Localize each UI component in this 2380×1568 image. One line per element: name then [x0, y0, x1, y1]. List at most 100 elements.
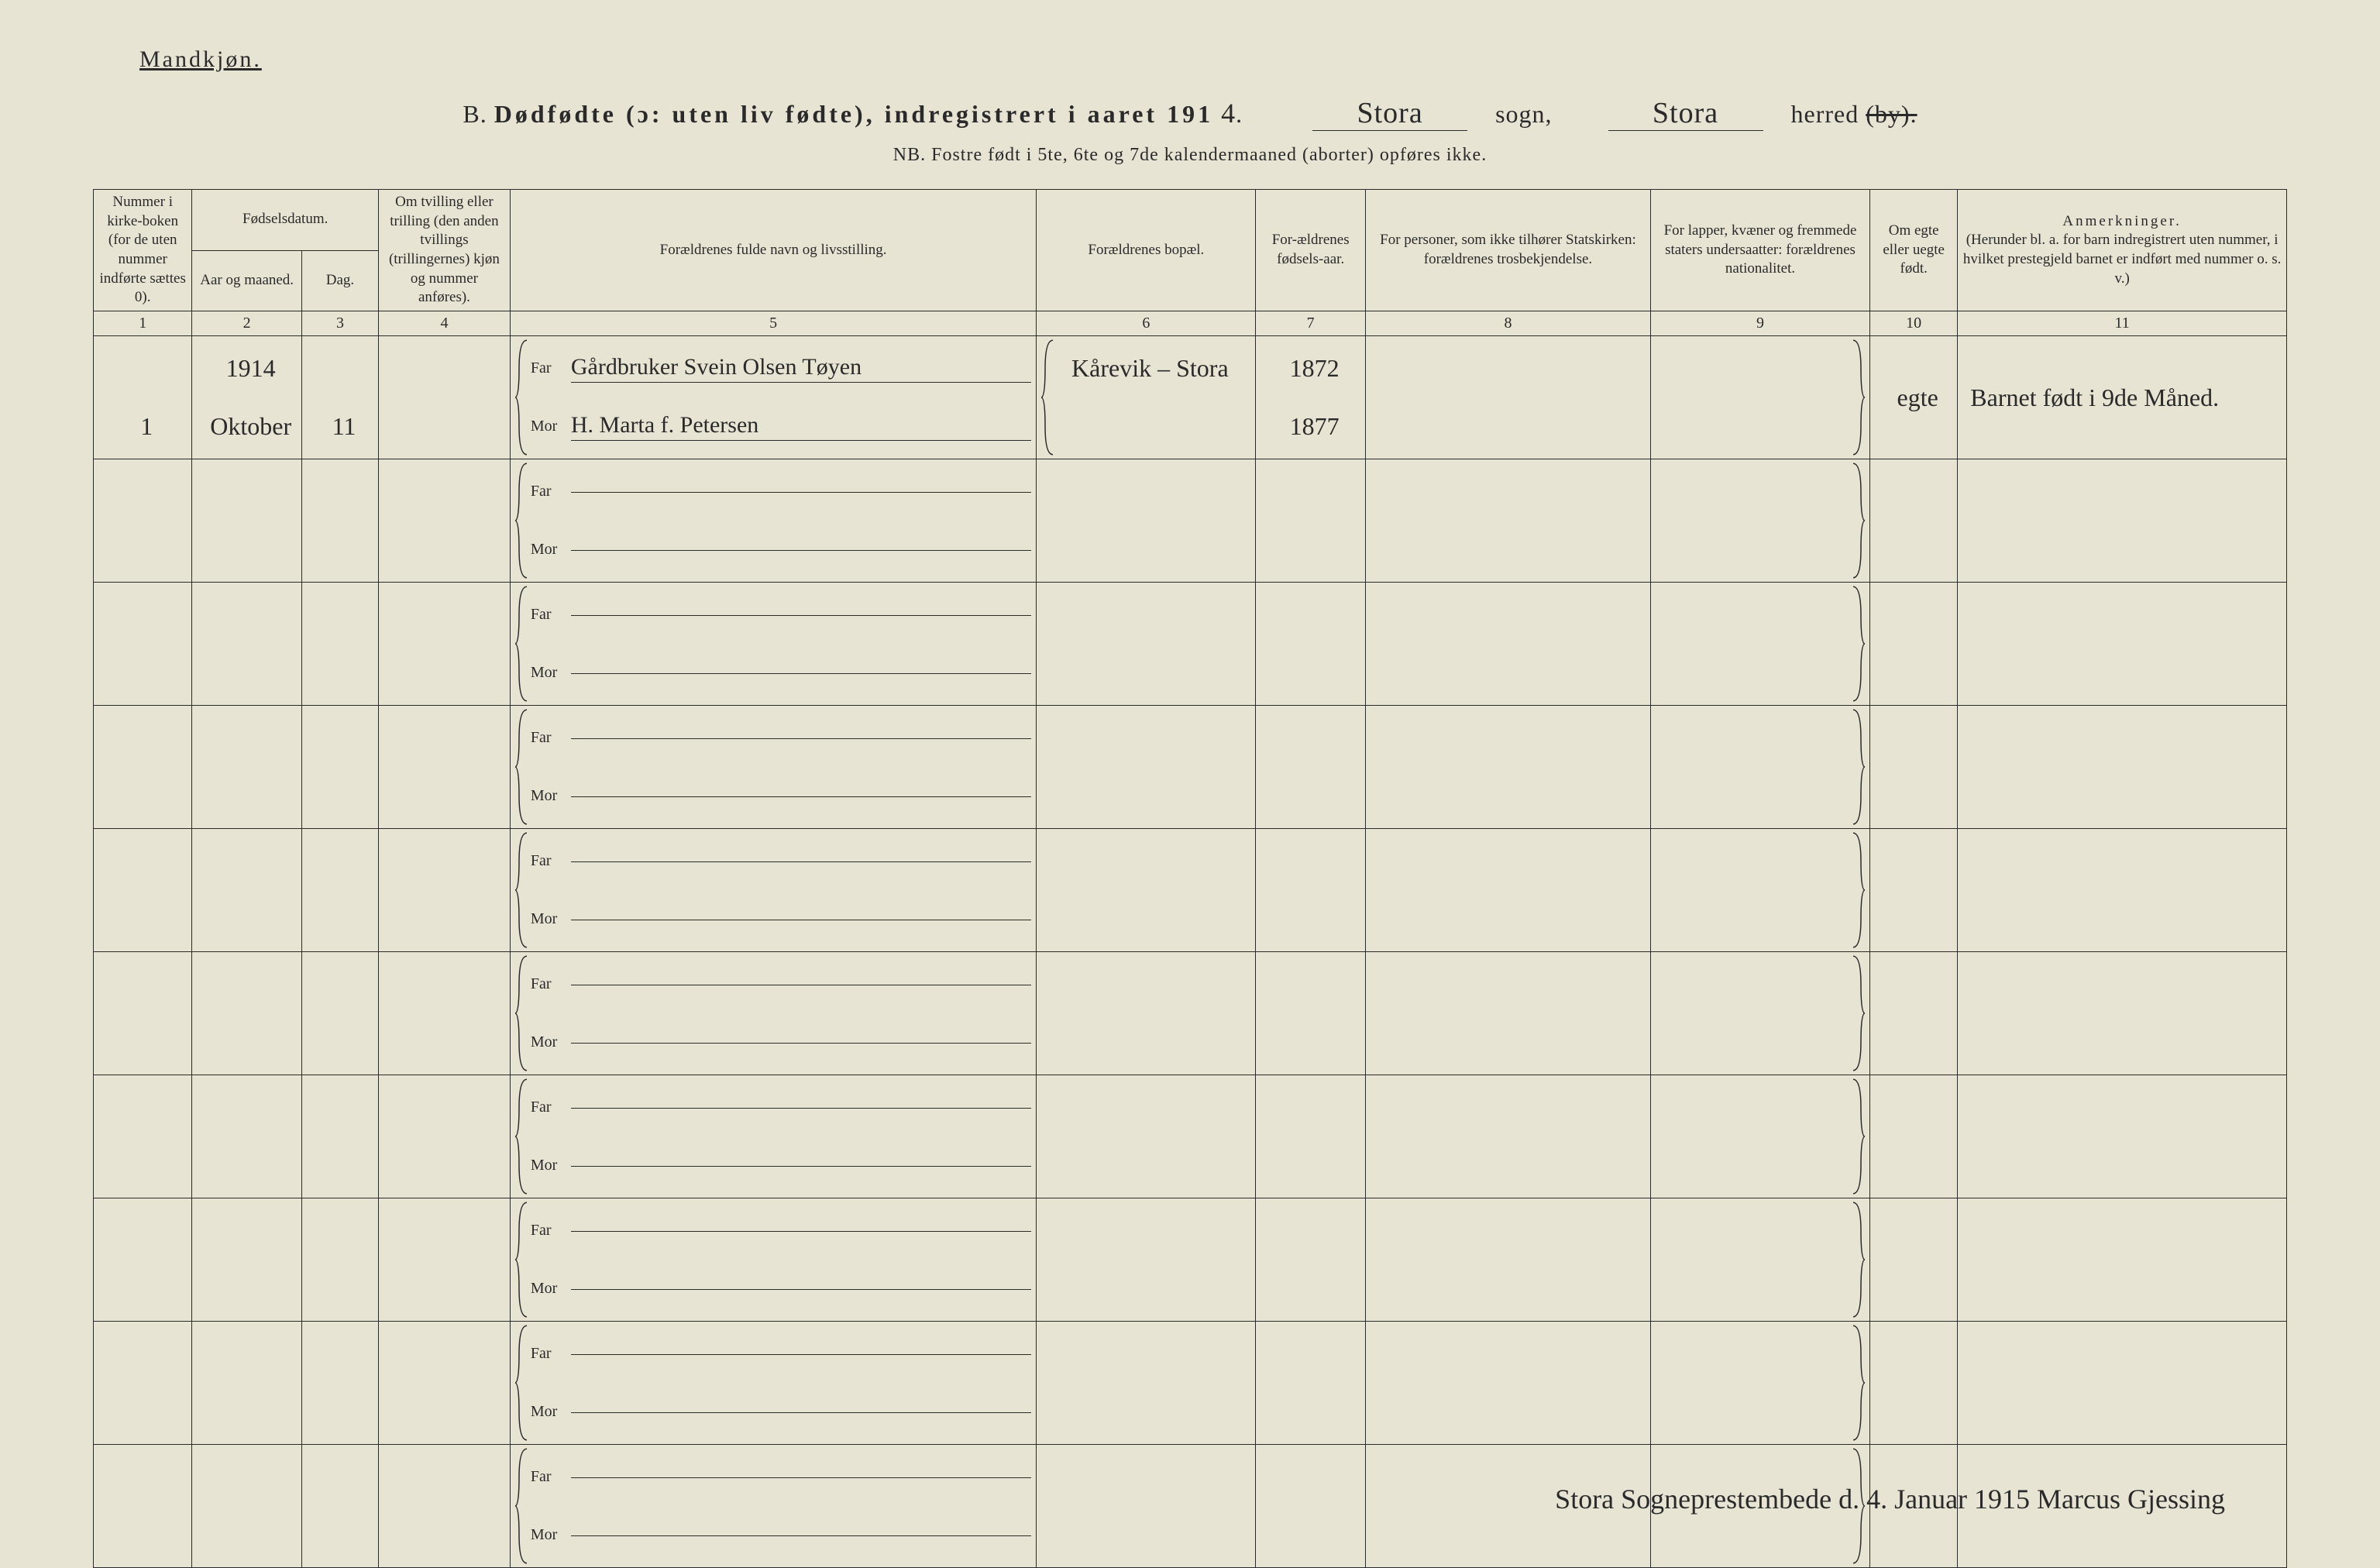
cell-anm [1958, 706, 2287, 829]
mor-label: Mor [531, 418, 562, 435]
cell-twin [379, 459, 511, 583]
cell-bopael [1037, 829, 1256, 952]
table-row: FarMor [94, 583, 2287, 706]
cell-parents: Far Mor [510, 706, 1036, 829]
colnum: 4 [379, 311, 511, 336]
cell-birthyears [1256, 706, 1366, 829]
bopael-value: Kårevik – Stora [1041, 339, 1250, 397]
cell-year-month [192, 459, 302, 583]
cell-twin [379, 1075, 511, 1198]
cell-bopael [1037, 1075, 1256, 1198]
cell-nationality [1650, 583, 1869, 706]
header-col5: Forældrenes fulde navn og livsstilling. [510, 190, 1036, 311]
cell-parents: FarMor [510, 1075, 1036, 1198]
cell-parents: FarMor [510, 583, 1036, 706]
mor-label: Mor [531, 1526, 562, 1544]
herred-label: herred [1791, 100, 1859, 128]
cell-birthyears [1256, 459, 1366, 583]
cell-top [307, 339, 373, 397]
cell-anm [1958, 829, 2287, 952]
mor-content [571, 1288, 1031, 1290]
cell-day [301, 1445, 378, 1568]
cell-twin [379, 1322, 511, 1445]
cell-bopael [1037, 583, 1256, 706]
header-col2-top: Fødselsdatum. [192, 190, 379, 251]
mor-label: Mor [531, 1157, 562, 1174]
mor-label: Mor [531, 787, 562, 805]
colnum: 1 [94, 311, 192, 336]
cell-bopael [1037, 952, 1256, 1075]
cell-bopael [1037, 1322, 1256, 1445]
cell-nationality [1650, 829, 1869, 952]
cell-birthyears [1256, 583, 1366, 706]
colnum: 10 [1870, 311, 1958, 336]
cell-parents: Far Mor [510, 1445, 1036, 1568]
header-col9: For lapper, kvæner og fremmede staters u… [1650, 190, 1869, 311]
far-content [571, 1353, 1031, 1355]
nb-line: NB. Fostre født i 5te, 6te og 7de kalend… [93, 145, 2287, 166]
mor-label: Mor [531, 1403, 562, 1421]
cell-nationality [1650, 952, 1869, 1075]
cell-religion [1365, 459, 1650, 583]
header-col11-sub: (Herunder bl. a. for barn indregistrert … [1962, 231, 2282, 288]
cell-anm [1958, 952, 2287, 1075]
mor-content [571, 1534, 1031, 1536]
colnum: 5 [510, 311, 1036, 336]
cell-anm [1958, 1198, 2287, 1322]
sogn-value: Stora [1312, 96, 1467, 131]
cell-day [301, 459, 378, 583]
cell-anm: Barnet født i 9de Måned. [1958, 336, 2287, 459]
cell-parents: FarMor [510, 1322, 1036, 1445]
table-row: FarMor [94, 829, 2287, 952]
cell-bottom: 1877 [1261, 397, 1360, 456]
far-content [571, 490, 1031, 493]
cell-number [94, 829, 192, 952]
header-col4: Om tvilling eller trilling (den anden tv… [379, 190, 511, 311]
table-header: Nummer i kirke-boken (for de uten nummer… [94, 190, 2287, 336]
cell-religion [1365, 829, 1650, 952]
cell-year-month [192, 1322, 302, 1445]
cell-twin [379, 706, 511, 829]
cell-nationality [1650, 459, 1869, 583]
cell-bottom: 11 [307, 397, 373, 456]
title-line: B. Dødfødte (ɔ: uten liv fødte), indregi… [93, 96, 2287, 131]
far-label: Far [531, 1468, 562, 1486]
mor-content [571, 1411, 1031, 1413]
cell-egte [1870, 1198, 1958, 1322]
mor-content [571, 1041, 1031, 1044]
cell-egte [1870, 952, 1958, 1075]
cell-parents: FarMor [510, 1198, 1036, 1322]
far-content [571, 983, 1031, 985]
cell-bopael: Kårevik – Stora [1037, 336, 1256, 459]
cell-anm [1958, 459, 2287, 583]
mor-content: H. Marta f. Petersen [571, 412, 1031, 441]
table-row: Far Mor [94, 706, 2287, 829]
cell-bopael [1037, 1198, 1256, 1322]
far-label: Far [531, 483, 562, 500]
cell-parents: FarGårdbruker Svein Olsen TøyenMorH. Mar… [510, 336, 1036, 459]
cell-number [94, 1445, 192, 1568]
colnum: 8 [1365, 311, 1650, 336]
colnum: 9 [1650, 311, 1869, 336]
cell-number [94, 952, 192, 1075]
cell-egte [1870, 829, 1958, 952]
cell-year-month [192, 829, 302, 952]
cell-number [94, 706, 192, 829]
cell-bopael [1037, 459, 1256, 583]
cell-nationality [1650, 1075, 1869, 1198]
colnum: 3 [301, 311, 378, 336]
header-col2b: Dag. [301, 250, 378, 311]
cell-day [301, 583, 378, 706]
footer-signature: Stora Sogneprestembede d. 4. Januar 1915… [1555, 1483, 2225, 1515]
cell-twin [379, 1445, 511, 1568]
cell-birthyears [1256, 952, 1366, 1075]
header-col6: Forældrenes bopæl. [1037, 190, 1256, 311]
far-content [571, 1476, 1031, 1478]
cell-egte [1870, 706, 1958, 829]
far-label: Far [531, 729, 562, 747]
cell-day [301, 1198, 378, 1322]
cell-religion [1365, 1322, 1650, 1445]
cell-bopael [1037, 1445, 1256, 1568]
far-label: Far [531, 852, 562, 870]
table-row: FarMor [94, 459, 2287, 583]
